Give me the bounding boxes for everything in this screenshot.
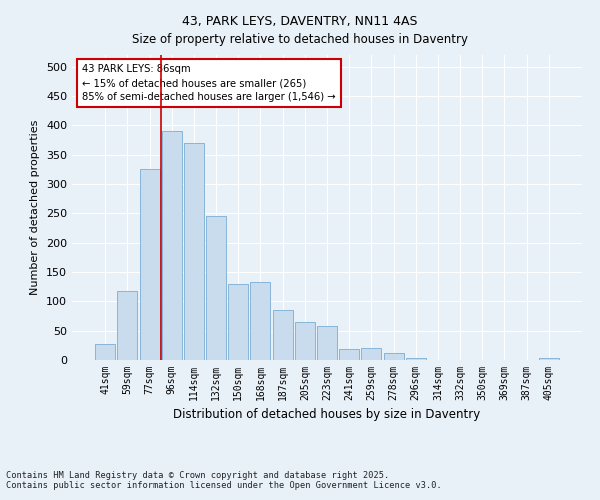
Text: 43, PARK LEYS, DAVENTRY, NN11 4AS: 43, PARK LEYS, DAVENTRY, NN11 4AS: [182, 15, 418, 28]
Bar: [228, 284, 248, 360]
Bar: [140, 170, 160, 360]
Bar: [118, 291, 137, 360]
Text: Size of property relative to detached houses in Daventry: Size of property relative to detached ho…: [132, 32, 468, 46]
Text: Contains HM Land Registry data © Crown copyright and database right 2025.
Contai: Contains HM Land Registry data © Crown c…: [6, 470, 442, 490]
Bar: [295, 322, 315, 360]
Bar: [184, 143, 204, 360]
Bar: [361, 348, 382, 360]
Y-axis label: Number of detached properties: Number of detached properties: [31, 120, 40, 295]
Bar: [95, 344, 115, 360]
X-axis label: Distribution of detached houses by size in Daventry: Distribution of detached houses by size …: [173, 408, 481, 422]
Text: 43 PARK LEYS: 86sqm
← 15% of detached houses are smaller (265)
85% of semi-detac: 43 PARK LEYS: 86sqm ← 15% of detached ho…: [82, 64, 336, 102]
Bar: [206, 216, 226, 360]
Bar: [272, 310, 293, 360]
Bar: [317, 326, 337, 360]
Bar: [539, 358, 559, 360]
Bar: [339, 350, 359, 360]
Bar: [250, 282, 271, 360]
Bar: [383, 353, 404, 360]
Bar: [162, 131, 182, 360]
Bar: [406, 358, 426, 360]
